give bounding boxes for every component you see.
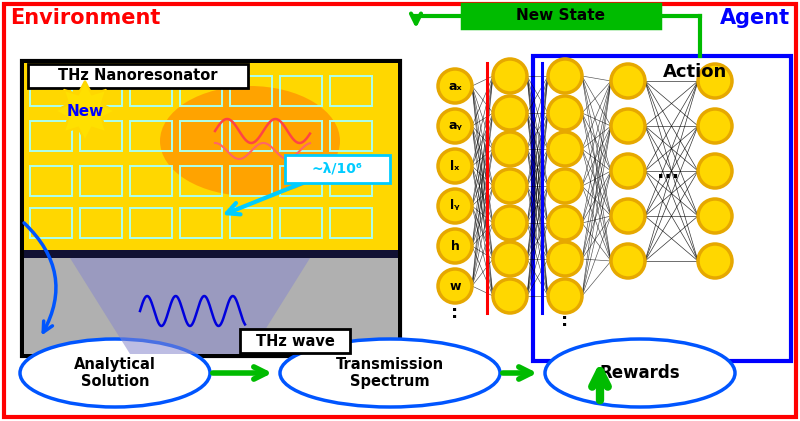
Bar [130,166,172,196]
Bar [230,208,272,238]
Bar [30,208,72,238]
Bar [130,121,172,151]
Circle shape [438,69,472,103]
Bar [130,76,172,106]
Ellipse shape [545,339,735,407]
Ellipse shape [160,86,340,196]
Text: lᵧ: lᵧ [450,200,460,213]
Bar [330,166,372,196]
Bar [130,208,172,238]
Bar [230,121,272,151]
Circle shape [493,206,527,240]
Bar [330,121,372,151]
Circle shape [698,244,732,278]
Bar [80,121,122,151]
Bar [280,121,322,151]
Bar [462,4,660,28]
Text: Rewards: Rewards [600,364,680,382]
Text: New: New [66,104,104,118]
Text: h: h [450,240,459,253]
Text: :: : [562,312,569,330]
Circle shape [548,96,582,130]
Text: Environment: Environment [10,8,160,28]
Circle shape [438,149,472,183]
Bar [230,76,272,106]
Circle shape [438,189,472,223]
Bar [80,76,122,106]
Ellipse shape [280,339,500,407]
Circle shape [548,242,582,276]
Bar [280,76,322,106]
Circle shape [493,242,527,276]
Circle shape [548,59,582,93]
Bar [180,208,222,238]
Bar [180,121,222,151]
Bar [285,155,390,183]
Bar [30,121,72,151]
Bar [330,76,372,106]
Circle shape [698,109,732,143]
Circle shape [548,169,582,203]
Circle shape [611,154,645,188]
Circle shape [611,64,645,98]
Bar [28,64,248,88]
Bar [280,208,322,238]
Bar [533,56,791,361]
Circle shape [611,244,645,278]
Circle shape [698,154,732,188]
Circle shape [493,96,527,130]
Circle shape [548,206,582,240]
Text: New State: New State [517,8,606,24]
Text: THz wave: THz wave [255,333,334,349]
Circle shape [438,109,472,143]
Bar [30,76,72,106]
Text: Transmission
Spectrum: Transmission Spectrum [336,357,444,389]
Text: Analytical
Solution: Analytical Solution [74,357,156,389]
Text: aᵧ: aᵧ [448,120,462,133]
Bar [24,63,398,256]
Text: ~λ/10⁶: ~λ/10⁶ [311,162,362,176]
Bar [230,166,272,196]
Circle shape [493,59,527,93]
Bar [180,166,222,196]
Circle shape [493,279,527,313]
Text: w: w [450,280,461,293]
Circle shape [493,132,527,166]
Circle shape [611,199,645,233]
Circle shape [698,64,732,98]
Text: Agent: Agent [720,8,790,28]
Circle shape [493,169,527,203]
Text: ...: ... [657,163,679,182]
Text: THz Nanoresonator: THz Nanoresonator [58,69,218,83]
Bar [24,254,398,354]
Text: Action: Action [663,63,727,81]
Bar [24,250,398,258]
Circle shape [548,279,582,313]
Circle shape [438,269,472,303]
Text: aₓ: aₓ [448,80,462,93]
Circle shape [611,109,645,143]
Text: :: : [451,304,458,322]
Text: lₓ: lₓ [450,160,460,173]
Bar [280,166,322,196]
Polygon shape [70,258,310,354]
Circle shape [438,229,472,263]
Circle shape [548,132,582,166]
Bar [240,329,350,353]
Bar [180,76,222,106]
Bar [30,166,72,196]
Circle shape [698,199,732,233]
Polygon shape [55,81,115,141]
Bar [80,166,122,196]
Ellipse shape [20,339,210,407]
Bar [330,208,372,238]
Bar [80,208,122,238]
Bar [22,61,400,356]
